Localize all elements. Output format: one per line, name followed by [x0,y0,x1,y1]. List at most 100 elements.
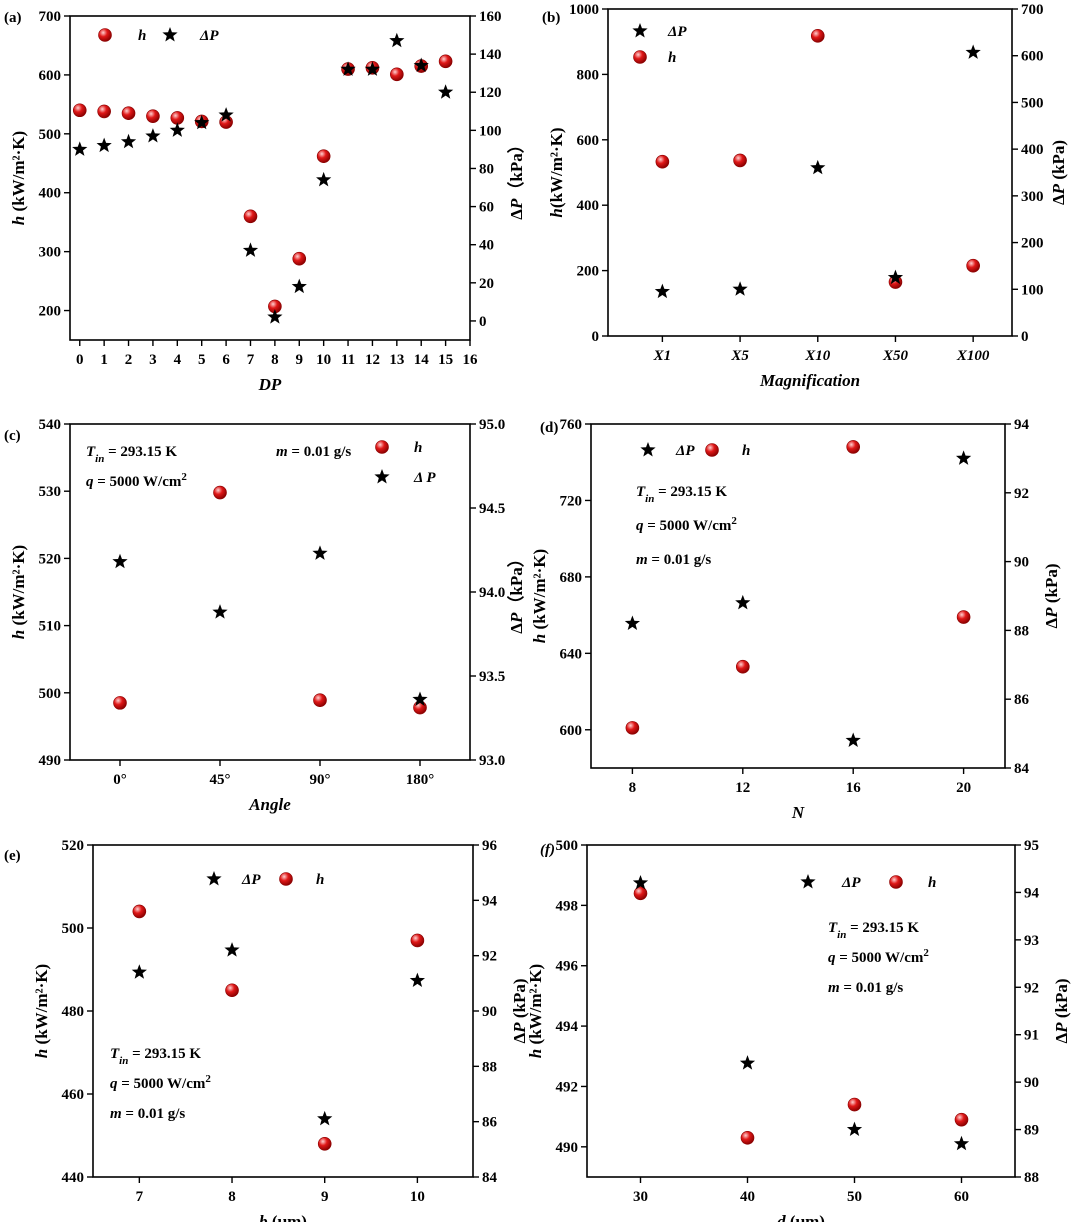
y-left-tick-label: 640 [560,646,583,662]
y-left-tick-label: 520 [39,551,62,567]
y-right-tick-label: 120 [479,85,502,101]
condition-annotation: m = 0.01 g/s [636,552,711,568]
dp-point [438,84,454,99]
panel-label: (f) [540,842,555,858]
x-tick-label: 4 [174,352,182,368]
y-right-axis-label: ΔP (kPa) [1049,140,1068,205]
y-left-tick-label: 520 [62,838,85,854]
dp-point [810,159,826,175]
h-point [225,983,239,998]
x-tick-label: X50 [882,348,909,364]
legend-dp-marker [632,23,648,38]
x-tick-label: 14 [414,352,430,368]
dp-point [242,242,259,257]
dp-point [224,942,240,957]
y-left-axis-label: h (kW/m²·K) [9,545,28,639]
h-point [132,904,147,919]
dp-point [654,283,670,299]
h-point [292,251,307,266]
y-left-tick-label: 500 [556,838,579,854]
h-point [740,1130,755,1145]
dp-point [965,44,981,59]
y-right-tick-label: 60 [479,200,494,216]
y-left-tick-label: 1000 [569,2,599,18]
x-tick-label: 90° [310,772,331,788]
legend-h-marker [279,872,293,886]
y-right-tick-label: 94 [482,893,498,909]
condition-annotation: Tin = 293.15 K [636,484,727,505]
dp-point [632,874,649,890]
dp-point [317,1110,333,1126]
dp-point [218,107,234,122]
y-right-tick-label: 140 [479,47,502,63]
condition-annotation: m = 0.01 g/s [828,980,903,996]
y-left-tick-label: 600 [560,723,583,739]
y-left-tick-label: 490 [39,753,62,769]
dp-point [312,545,328,560]
y-right-tick-label: 600 [1021,49,1044,65]
legend-label: h [316,872,324,888]
panel-label: (e) [4,848,21,864]
y-right-tick-label: 80 [479,161,494,177]
legend-label: ΔP [667,24,687,40]
y-right-tick-label: 40 [479,238,494,254]
h-point [213,485,227,500]
h-point [655,154,670,169]
y-right-tick-label: 0 [1021,329,1029,345]
y-left-tick-label: 440 [62,1170,85,1186]
y-left-tick-label: 300 [39,245,62,261]
x-tick-label: 40 [740,1189,755,1205]
y-right-axis-label: ΔP (kPa) [1052,979,1071,1044]
dp-point [955,450,972,465]
dp-point [389,32,405,48]
dp-point [120,133,137,149]
h-point [625,721,640,735]
y-left-tick-label: 540 [39,417,62,433]
y-left-tick-label: 496 [556,959,579,975]
y-left-tick-label: 500 [39,686,62,702]
h-point [146,109,160,123]
plot-frame [586,844,1016,1178]
y-right-tick-label: 94.0 [479,585,505,601]
panel-c: 0° 45° 90° 180° 490 500 510 520 530 540 93.0 93.5 94… [4,417,526,814]
x-axis-label: Magnification [759,371,860,390]
y-right-tick-label: 95.0 [479,417,505,433]
legend-label: ΔP [841,875,861,891]
y-left-tick-label: 800 [577,67,600,83]
dp-point [735,594,751,610]
x-tick-label: 20 [956,780,971,796]
plot-frame [69,15,471,341]
x-tick-label: 7 [247,352,255,368]
legend-label: ΔP [241,872,261,888]
x-tick-label: X100 [956,348,990,364]
dp-point [413,57,429,73]
y-left-tick-label: 680 [560,570,583,586]
y-right-tick-label: 90 [482,1004,497,1020]
x-tick-label: 50 [847,1189,862,1205]
dp-point [739,1055,756,1070]
h-point [847,1097,862,1112]
y-right-tick-label: 92 [482,949,497,965]
y-left-tick-label: 400 [39,186,62,202]
y-right-tick-label: 89 [1024,1123,1039,1139]
h-point [966,258,980,273]
h-point [810,29,825,43]
y-right-tick-label: 86 [1014,692,1030,708]
legend-label: h [668,50,676,66]
h-point [113,696,127,710]
legend-dp-marker [206,871,222,886]
x-tick-label: 30 [633,1189,648,1205]
legend-label: h [414,440,422,456]
x-axis-label: d (μm) [777,1212,825,1222]
panel-label: (a) [4,10,22,26]
h-point [317,1137,332,1151]
dp-point [112,553,128,569]
h-point [733,153,747,168]
h-point [97,104,111,119]
y-left-tick-label: 200 [39,304,62,320]
dp-point [845,732,861,747]
x-tick-label: 60 [954,1189,969,1205]
y-left-axis-label: h (kW/m²·K) [9,131,28,225]
x-tick-label: 10 [410,1189,425,1205]
x-axis-label: DP [258,375,282,394]
